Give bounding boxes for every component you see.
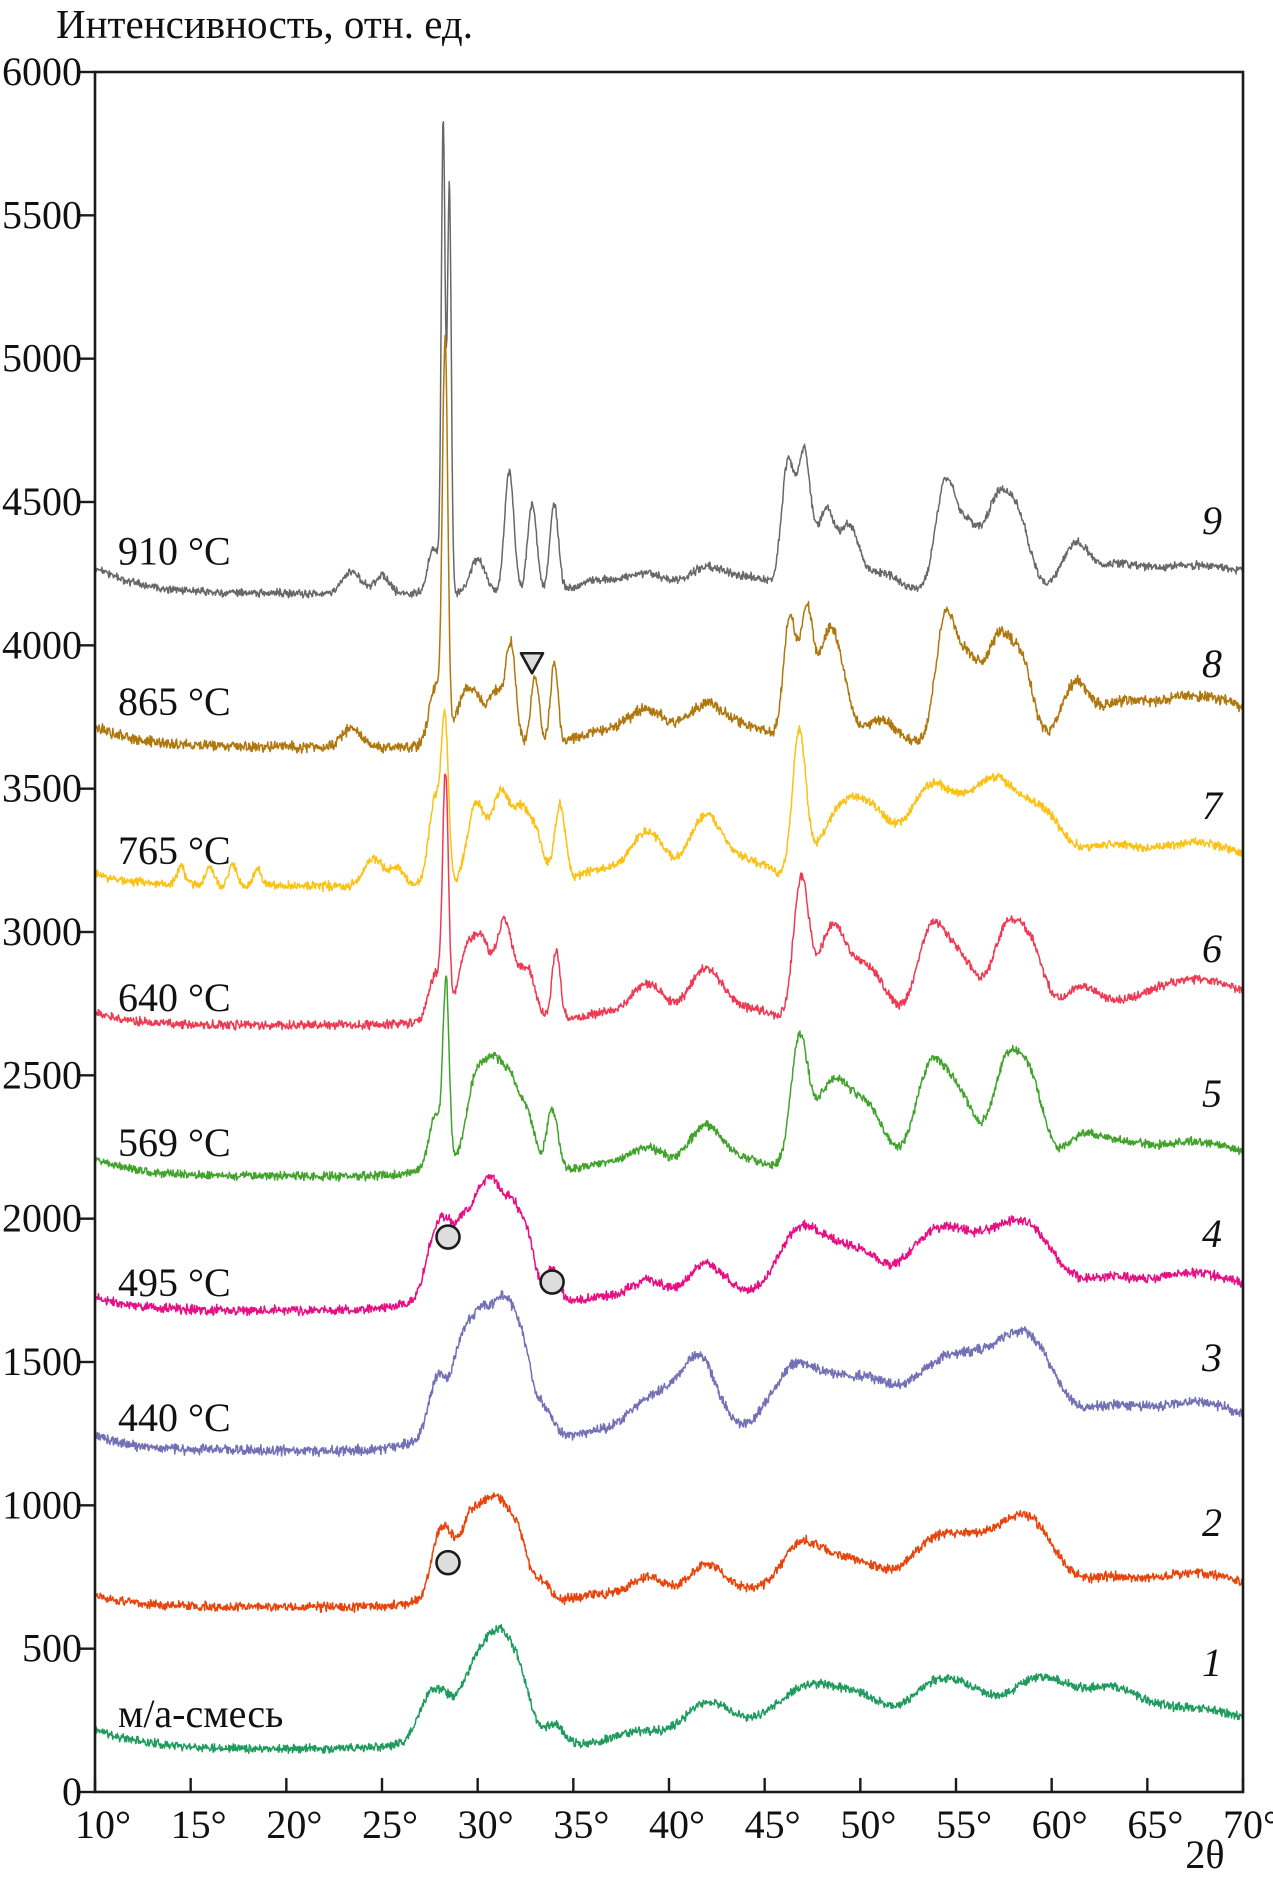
- series-curve-5: [94, 975, 1244, 1182]
- y-tick-label: 2500: [2, 1052, 82, 1097]
- curves-group: [94, 121, 1244, 1755]
- y-tick-label: 5500: [2, 192, 82, 237]
- x-tick-label: 40°: [649, 1802, 705, 1847]
- series-curve-9: [94, 121, 1244, 599]
- x-tick-label: 30°: [458, 1802, 514, 1847]
- y-tick-label: 4000: [2, 622, 82, 667]
- series-number-label-3: 3: [1201, 1335, 1222, 1380]
- phase-markers-group: [435, 651, 565, 1576]
- series-curve-7: [94, 708, 1244, 893]
- series-number-label-8: 8: [1202, 641, 1222, 686]
- x-tick-label: 55°: [936, 1802, 992, 1847]
- y-tick-label: 2000: [2, 1196, 82, 1241]
- y-tick-label: 3000: [2, 909, 82, 954]
- x-tick-label: 50°: [840, 1802, 896, 1847]
- x-axis-ticks: 10° 15° 20° 25° 30° 35° 40° 45° 50° 55° 60° 65° 70°: [75, 1778, 1273, 1847]
- series-number-label-9: 9: [1202, 498, 1222, 543]
- x-axis-label: 2θ: [1185, 1832, 1224, 1877]
- axes-group: 10° 15° 20° 25° 30° 35° 40° 45° 50° 55° 60° 65° 70° …: [2, 49, 1273, 1847]
- phase-marker-circle: [435, 1549, 461, 1576]
- y-tick-label: 500: [22, 1626, 82, 1671]
- series-number-label-5: 5: [1202, 1071, 1222, 1116]
- series-number-label-7: 7: [1202, 783, 1224, 828]
- series-temperature-label-8: 865 °C: [118, 679, 231, 724]
- y-tick-label: 6000: [2, 49, 82, 94]
- x-tick-label: 65°: [1127, 1802, 1183, 1847]
- x-tick-label: 10°: [75, 1802, 131, 1847]
- series-number-label-4: 4: [1202, 1211, 1222, 1256]
- y-tick-label: 4500: [2, 479, 82, 524]
- phase-marker-circle: [539, 1269, 565, 1295]
- x-tick-label: 45°: [745, 1802, 801, 1847]
- phase-marker-circle: [435, 1224, 461, 1250]
- y-tick-label: 3500: [2, 766, 82, 811]
- y-tick-label: 5000: [2, 336, 82, 381]
- x-tick-label: 35°: [553, 1802, 609, 1847]
- phase-marker-triangle-down: [519, 651, 545, 675]
- series-number-label-6: 6: [1202, 926, 1222, 971]
- x-tick-label: 20°: [266, 1802, 322, 1847]
- series-curve-3: [94, 1290, 1244, 1458]
- series-temperature-label-3: 440 °C: [118, 1395, 231, 1440]
- series-curve-4: [94, 1173, 1244, 1317]
- x-tick-label: 60°: [1032, 1802, 1088, 1847]
- series-number-label-1: 1: [1202, 1640, 1222, 1685]
- series-curve-6: [94, 773, 1244, 1031]
- y-axis-ticks: 0 500 1000 1500 2000 2500 3000 3500 4000 4500 5000…: [2, 49, 95, 1814]
- y-tick-label: 1000: [2, 1482, 82, 1527]
- series-temperature-label-1: м/а-смесь: [118, 1691, 283, 1736]
- series-curve-8: [94, 334, 1244, 754]
- y-tick-label: 0: [62, 1769, 82, 1814]
- series-temperature-label-9: 910 °C: [118, 529, 231, 574]
- series-temperature-label-5: 569 °C: [118, 1120, 231, 1165]
- chart-title: Интенсивность, отн. ед.: [56, 1, 473, 47]
- x-tick-label: 15°: [171, 1802, 227, 1847]
- x-tick-label: 70°: [1223, 1802, 1273, 1847]
- y-tick-label: 1500: [2, 1339, 82, 1384]
- series-number-label-2: 2: [1202, 1500, 1222, 1545]
- series-temperature-label-7: 765 °C: [118, 828, 231, 873]
- series-temperature-label-6: 640 °C: [118, 975, 231, 1020]
- curve-labels-group: м/а-смесь 1 2 440 °C 3 495 °C 4 569 °C 5 640 °C 6 7…: [118, 498, 1224, 1736]
- plot-frame: [93, 70, 1245, 1794]
- series-curve-1: [94, 1623, 1244, 1755]
- x-tick-label: 25°: [362, 1802, 418, 1847]
- series-curve-2: [94, 1492, 1244, 1614]
- series-temperature-label-4: 495 °C: [118, 1260, 231, 1305]
